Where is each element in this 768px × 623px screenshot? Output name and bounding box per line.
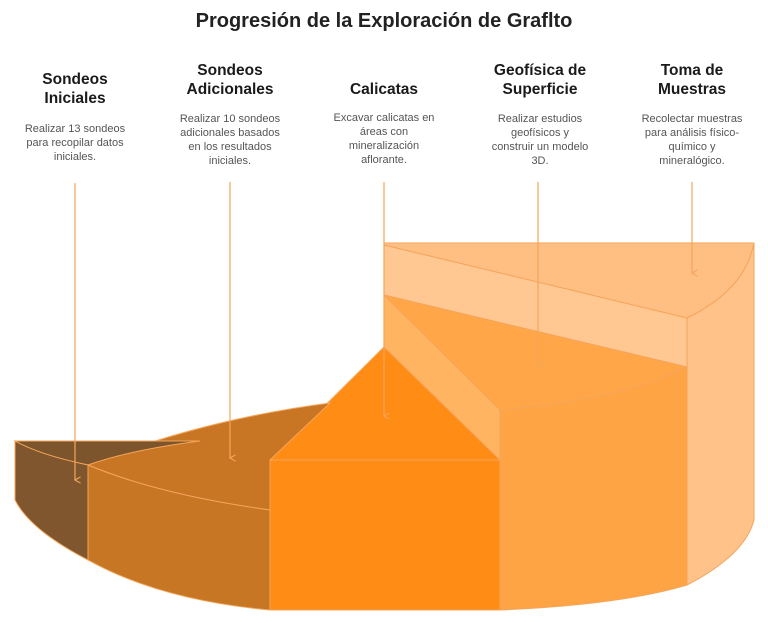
step-1-front	[14, 440, 89, 561]
connector-arrows	[75, 182, 692, 480]
step-description: Realizar 13 sondeos para recopilar datos…	[24, 123, 126, 163]
step-5-block	[383, 242, 755, 586]
step-4-front	[499, 366, 688, 611]
step-title: Toma de Muestras	[657, 62, 727, 98]
diagram-title: Progresión de la Exploración de Graflto	[195, 10, 573, 32]
step-description: Recolectar muestras para análisis físico…	[641, 113, 743, 167]
step-title: Sondeos Iniciales	[42, 71, 108, 107]
step-geofisica-de-superficie: Geofísica de Superficie Realizar estudio…	[470, 61, 610, 168]
step-description: Excavar calicatas en áreas con mineraliz…	[333, 112, 435, 166]
step-2-block	[86, 402, 332, 611]
step-title: Sondeos Adicionales	[186, 62, 274, 98]
step-5-front	[686, 242, 755, 586]
step-3-front	[269, 459, 501, 611]
step-2-front	[87, 464, 271, 611]
step-description: Realizar estudios geofísicos y construir…	[491, 113, 589, 167]
step-description: Realizar 10 sondeos adicionales basados …	[179, 113, 281, 167]
step-toma-de-muestras: Toma de Muestras Recolectar muestras par…	[622, 61, 762, 168]
step-title: Geofísica de Superficie	[493, 62, 587, 98]
step-sondeos-iniciales: Sondeos Iniciales Realizar 13 sondeos pa…	[5, 70, 145, 164]
step-4-block	[383, 293, 689, 611]
step-calicatas: Calicatas Excavar calicatas en áreas con…	[314, 80, 454, 167]
step-title: Calicatas	[349, 81, 419, 98]
step-sondeos-adicionales: Sondeos Adicionales Realizar 10 sondeos …	[160, 61, 300, 168]
step-1-block	[13, 440, 201, 561]
